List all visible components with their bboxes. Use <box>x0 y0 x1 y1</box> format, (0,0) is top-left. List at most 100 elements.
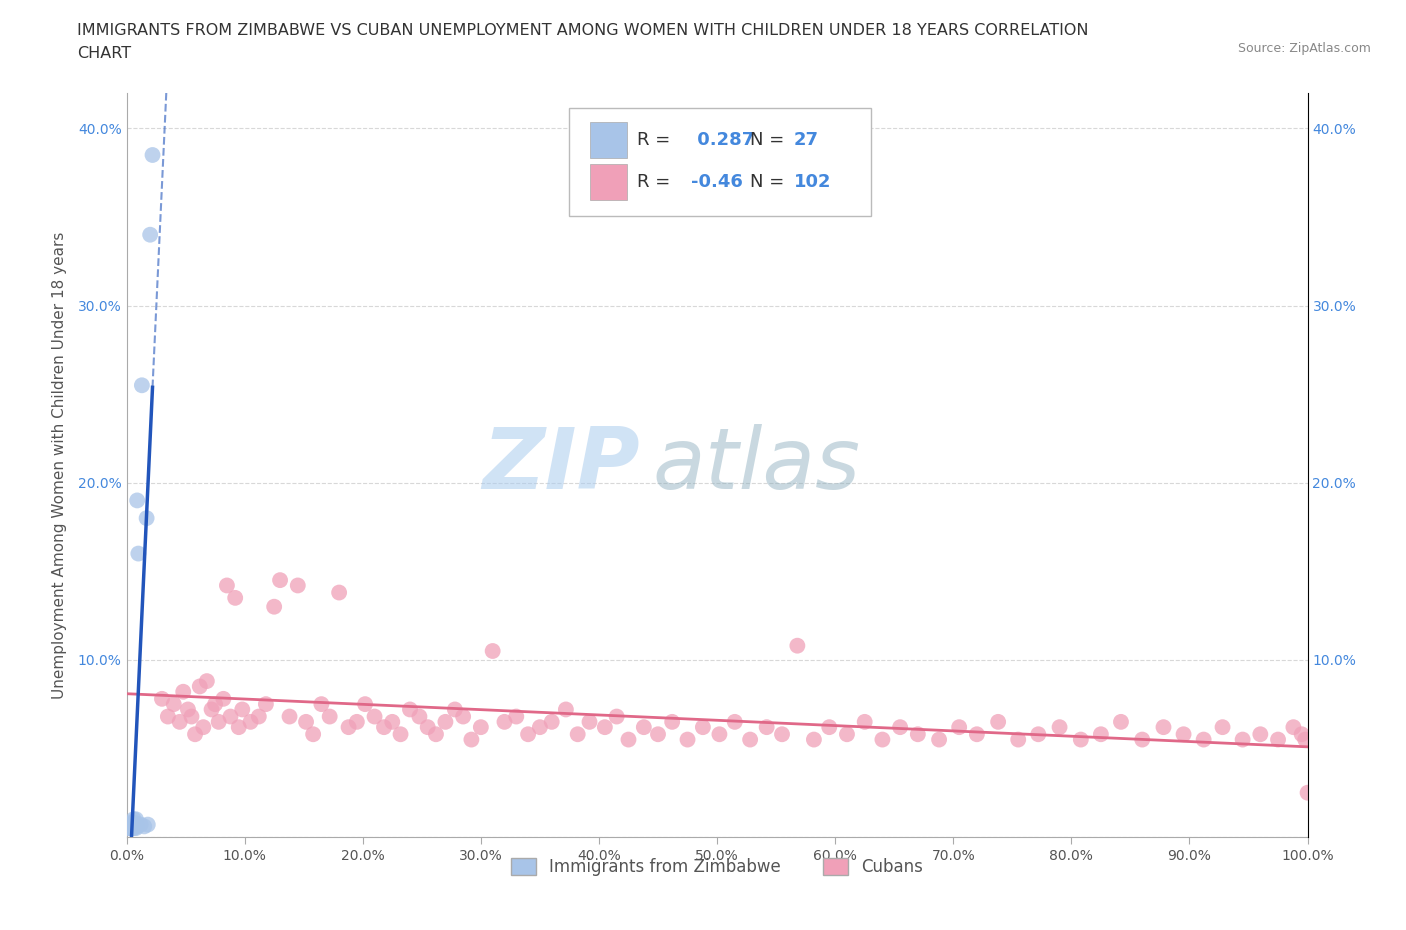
Point <box>1153 720 1175 735</box>
Point <box>318 709 340 724</box>
Point <box>302 727 325 742</box>
Point <box>239 714 262 729</box>
Point <box>786 638 808 653</box>
Point <box>1049 720 1071 735</box>
Point <box>709 727 731 742</box>
Point <box>661 714 683 729</box>
Point <box>177 702 200 717</box>
Point <box>1192 732 1215 747</box>
Point <box>120 819 142 834</box>
Point <box>444 702 467 717</box>
Point <box>215 578 238 593</box>
Point <box>1291 727 1313 742</box>
Point <box>554 702 576 717</box>
Point <box>254 697 277 711</box>
Point <box>193 720 215 735</box>
Point <box>127 546 149 561</box>
Point <box>606 709 628 724</box>
Point <box>966 727 988 742</box>
Point <box>180 709 202 724</box>
Text: N =: N = <box>751 131 790 149</box>
Point <box>425 727 447 742</box>
Point <box>373 720 395 735</box>
FancyBboxPatch shape <box>589 122 627 158</box>
Point <box>770 727 793 742</box>
Point <box>567 727 589 742</box>
Point <box>121 817 143 832</box>
Text: ZIP: ZIP <box>482 423 640 507</box>
Point <box>295 714 318 729</box>
Text: IMMIGRANTS FROM ZIMBABWE VS CUBAN UNEMPLOYMENT AMONG WOMEN WITH CHILDREN UNDER 1: IMMIGRANTS FROM ZIMBABWE VS CUBAN UNEMPL… <box>77 23 1088 38</box>
Point <box>156 709 179 724</box>
Text: 0.287: 0.287 <box>692 131 755 149</box>
Point <box>647 727 669 742</box>
Point <box>204 697 226 711</box>
Point <box>529 720 551 735</box>
Point <box>337 720 360 735</box>
Point <box>907 727 929 742</box>
Text: R =: R = <box>637 173 676 192</box>
Point <box>389 727 412 742</box>
Point <box>948 720 970 735</box>
Point <box>1267 732 1289 747</box>
Point <box>122 812 145 827</box>
Point <box>1090 727 1112 742</box>
Point <box>1282 720 1305 735</box>
Point <box>219 709 242 724</box>
Point <box>263 599 285 614</box>
Point <box>200 702 222 717</box>
Point <box>124 816 146 830</box>
Point <box>505 709 527 724</box>
Point <box>127 493 149 508</box>
Point <box>1026 727 1049 742</box>
Point <box>354 697 377 711</box>
Point <box>1173 727 1195 742</box>
Text: 102: 102 <box>794 173 831 192</box>
Text: atlas: atlas <box>652 423 860 507</box>
Point <box>740 732 762 747</box>
Point <box>124 819 146 834</box>
Text: 27: 27 <box>794 131 818 149</box>
Point <box>188 679 211 694</box>
Point <box>593 720 616 735</box>
Point <box>517 727 540 742</box>
Point <box>122 817 145 832</box>
Point <box>724 714 747 729</box>
Point <box>1249 727 1271 742</box>
Text: CHART: CHART <box>77 46 131 61</box>
Point <box>135 511 157 525</box>
Point <box>617 732 640 747</box>
Point <box>346 714 368 729</box>
Point <box>676 732 699 747</box>
Point <box>987 714 1010 729</box>
Point <box>228 720 250 735</box>
Text: -0.46: -0.46 <box>692 173 742 192</box>
Point <box>633 720 655 735</box>
Point <box>381 714 404 729</box>
Point <box>131 378 153 392</box>
FancyBboxPatch shape <box>589 165 627 200</box>
Point <box>129 817 152 832</box>
Point <box>399 702 422 717</box>
Point <box>1007 732 1029 747</box>
Text: Source: ZipAtlas.com: Source: ZipAtlas.com <box>1237 42 1371 55</box>
Point <box>278 709 301 724</box>
Point <box>755 720 778 735</box>
Point <box>208 714 231 729</box>
Point <box>287 578 309 593</box>
Point <box>853 714 876 729</box>
Point <box>470 720 492 735</box>
Point <box>169 714 191 729</box>
Point <box>139 227 162 242</box>
Point <box>195 673 218 688</box>
Legend: Immigrants from Zimbabwe, Cubans: Immigrants from Zimbabwe, Cubans <box>503 850 931 884</box>
Point <box>408 709 430 724</box>
Point <box>120 820 142 835</box>
Point <box>163 697 186 711</box>
Point <box>120 817 142 832</box>
Point <box>121 820 143 835</box>
Point <box>494 714 516 729</box>
Point <box>434 714 457 729</box>
Point <box>118 819 141 834</box>
Point <box>136 817 159 832</box>
